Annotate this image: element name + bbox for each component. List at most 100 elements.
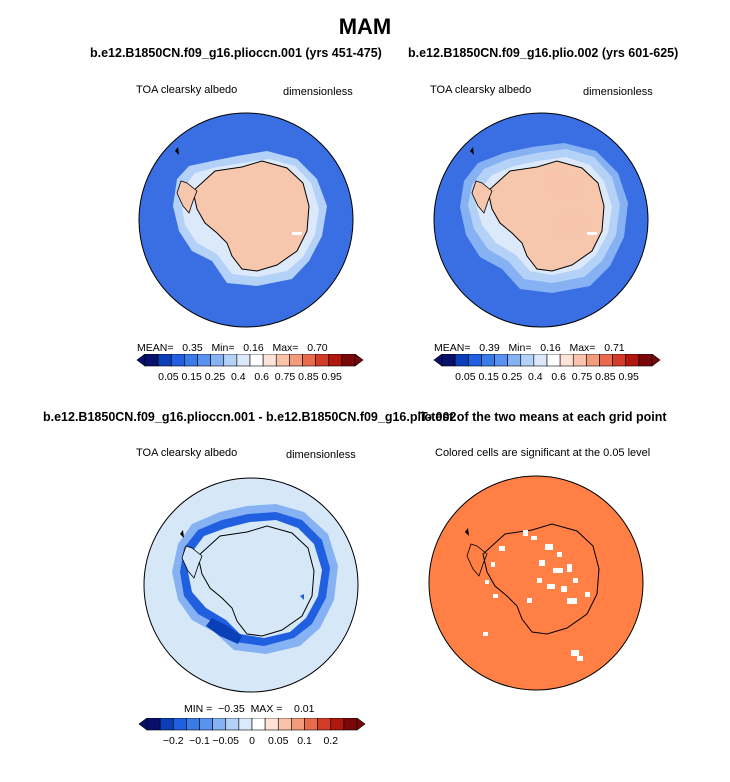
colorbar-swatch xyxy=(533,354,548,367)
colorbar-tick-label: 0.15 xyxy=(181,371,202,383)
panel1-stats: MEAN= 0.35 Min= 0.16 Max= 0.70 xyxy=(137,342,328,354)
panel4-map xyxy=(428,475,644,691)
figure-title: MAM xyxy=(338,14,392,39)
panel2-min-value: 0.16 xyxy=(540,342,561,354)
colorbar-swatch xyxy=(275,354,290,367)
panel2-mean-label: MEAN= xyxy=(434,342,471,354)
panel1-mean-label: MEAN= xyxy=(137,342,174,354)
panel2-mean-value: 0.39 xyxy=(479,342,500,354)
panel2-stats: MEAN= 0.39 Min= 0.16 Max= 0.71 xyxy=(434,342,625,354)
panel3-antarctica xyxy=(197,525,315,637)
colorbar-swatch xyxy=(223,354,238,367)
colorbar-swatch xyxy=(559,354,574,367)
colorbar-tick-label: 0.4 xyxy=(528,371,543,383)
panel2-min-label: Min= xyxy=(508,342,532,354)
colorbar-tick-label: 0.2 xyxy=(323,735,338,747)
colorbar-swatch xyxy=(586,354,600,367)
panel3-strong-anomaly-ross xyxy=(206,618,242,644)
colorbar-swatch xyxy=(572,354,587,367)
colorbar-swatch xyxy=(262,354,277,367)
panel4-peninsula-outline xyxy=(466,543,488,577)
colorbar-tick-label: −0.1 xyxy=(189,735,210,747)
panel4-note-label: Colored cells are significant at the 0.0… xyxy=(435,447,651,459)
colorbar-tick-label: 0.85 xyxy=(595,371,616,383)
panel1-title: b.e12.B1850CN.f09_g16.plioccn.001 (yrs 4… xyxy=(90,46,382,60)
colorbar-swatch xyxy=(315,354,330,367)
colorbar-swatch xyxy=(330,718,345,731)
colorbar-swatch xyxy=(159,718,174,731)
colorbar-swatch xyxy=(343,718,358,731)
panel1-min-value: 0.16 xyxy=(243,342,264,354)
colorbar-swatch xyxy=(277,718,292,731)
colorbar-swatch xyxy=(481,354,495,367)
panel3-stats: MIN = −0.35 MAX = 0.01 xyxy=(184,703,314,715)
panel2-ice-shelf xyxy=(587,232,597,235)
panel2-map xyxy=(433,112,649,328)
panel3-title: b.e12.B1850CN.f09_g16.plioccn.001 - b.e1… xyxy=(43,410,457,424)
panel2-title: b.e12.B1850CN.f09_g16.plio.002 (yrs 601-… xyxy=(408,46,679,60)
colorbar-swatch xyxy=(212,718,227,731)
panel2-units-label: dimensionless xyxy=(583,86,653,98)
panel3-units-label: dimensionless xyxy=(286,449,356,461)
colorbar-swatch xyxy=(199,718,213,731)
colorbar-swatch xyxy=(599,354,613,367)
colorbar-swatch xyxy=(251,718,266,731)
panel1-max-label: Max= xyxy=(272,342,299,354)
colorbar-high-arrow xyxy=(354,354,364,367)
colorbar-swatch xyxy=(302,354,316,367)
panel2-south-america-tip xyxy=(470,147,474,155)
colorbar-tick-label: 0.6 xyxy=(551,371,566,383)
panel3-variable-label: TOA clearsky albedo xyxy=(136,447,238,459)
panel4-title: T-test of the two means at each grid poi… xyxy=(420,410,667,424)
panel4-nonsignificant-cells xyxy=(483,530,590,661)
panel1-south-america-tip xyxy=(175,147,179,155)
colorbar-swatch xyxy=(146,718,161,731)
colorbar-low-arrow xyxy=(433,354,443,367)
panel2-variable-label: TOA clearsky albedo xyxy=(430,84,532,96)
colorbar-swatch xyxy=(520,354,535,367)
colorbar-swatch xyxy=(328,354,343,367)
colorbar-tick-label: 0.05 xyxy=(268,735,289,747)
panel3-max-value: 0.01 xyxy=(294,703,315,715)
panel2-max-value: 0.71 xyxy=(604,342,625,354)
panel3-small-anomaly xyxy=(300,594,304,600)
colorbar-swatch xyxy=(249,354,264,367)
colorbar-swatch xyxy=(546,354,561,367)
colorbar-swatch xyxy=(184,354,198,367)
colorbar-swatch xyxy=(210,354,225,367)
panel1-map xyxy=(138,112,354,328)
colorbar-swatch xyxy=(341,354,356,367)
colorbar-swatch xyxy=(494,354,508,367)
colorbar-swatch xyxy=(291,718,305,731)
colorbar-tick-label: −0.2 xyxy=(163,735,184,747)
colorbar-tick-label: 0.95 xyxy=(618,371,639,383)
colorbar-swatch xyxy=(289,354,303,367)
panel1-max-value: 0.70 xyxy=(307,342,328,354)
panel3-min-label: MIN = xyxy=(184,703,213,715)
colorbar-swatch xyxy=(638,354,653,367)
colorbar-swatch xyxy=(172,718,187,731)
panel3-map xyxy=(143,477,359,693)
panel1-peninsula xyxy=(176,180,198,214)
panel2-max-label: Max= xyxy=(569,342,596,354)
colorbar-tick-label: 0.15 xyxy=(478,371,499,383)
colorbar-swatch xyxy=(304,718,318,731)
panel2-high-albedo-patch xyxy=(542,171,582,201)
panel1-variable-label: TOA clearsky albedo xyxy=(136,84,238,96)
panel1-antarctica xyxy=(192,160,310,272)
panel1-mean-value: 0.35 xyxy=(182,342,203,354)
colorbar-swatch xyxy=(467,354,482,367)
colorbar-tick-label: 0.75 xyxy=(275,371,296,383)
colorbar-swatch xyxy=(507,354,522,367)
colorbar-swatch xyxy=(197,354,211,367)
panel3-peninsula xyxy=(181,545,203,579)
colorbar-swatch xyxy=(225,718,240,731)
panel3-colorbar: −0.2 −0.1 −0.05 0 0.05 0.1 0.2 xyxy=(138,718,366,747)
panel4-significant-area xyxy=(428,475,644,691)
panel1-colorbar: 0.05 0.15 0.25 0.4 0.6 0.75 0.85 0.95 xyxy=(136,354,364,383)
colorbar-swatch xyxy=(441,354,456,367)
colorbar-swatch xyxy=(238,718,253,731)
colorbar-swatch xyxy=(144,354,159,367)
colorbar-swatch xyxy=(612,354,627,367)
panel4-antarctica-outline xyxy=(482,523,600,635)
